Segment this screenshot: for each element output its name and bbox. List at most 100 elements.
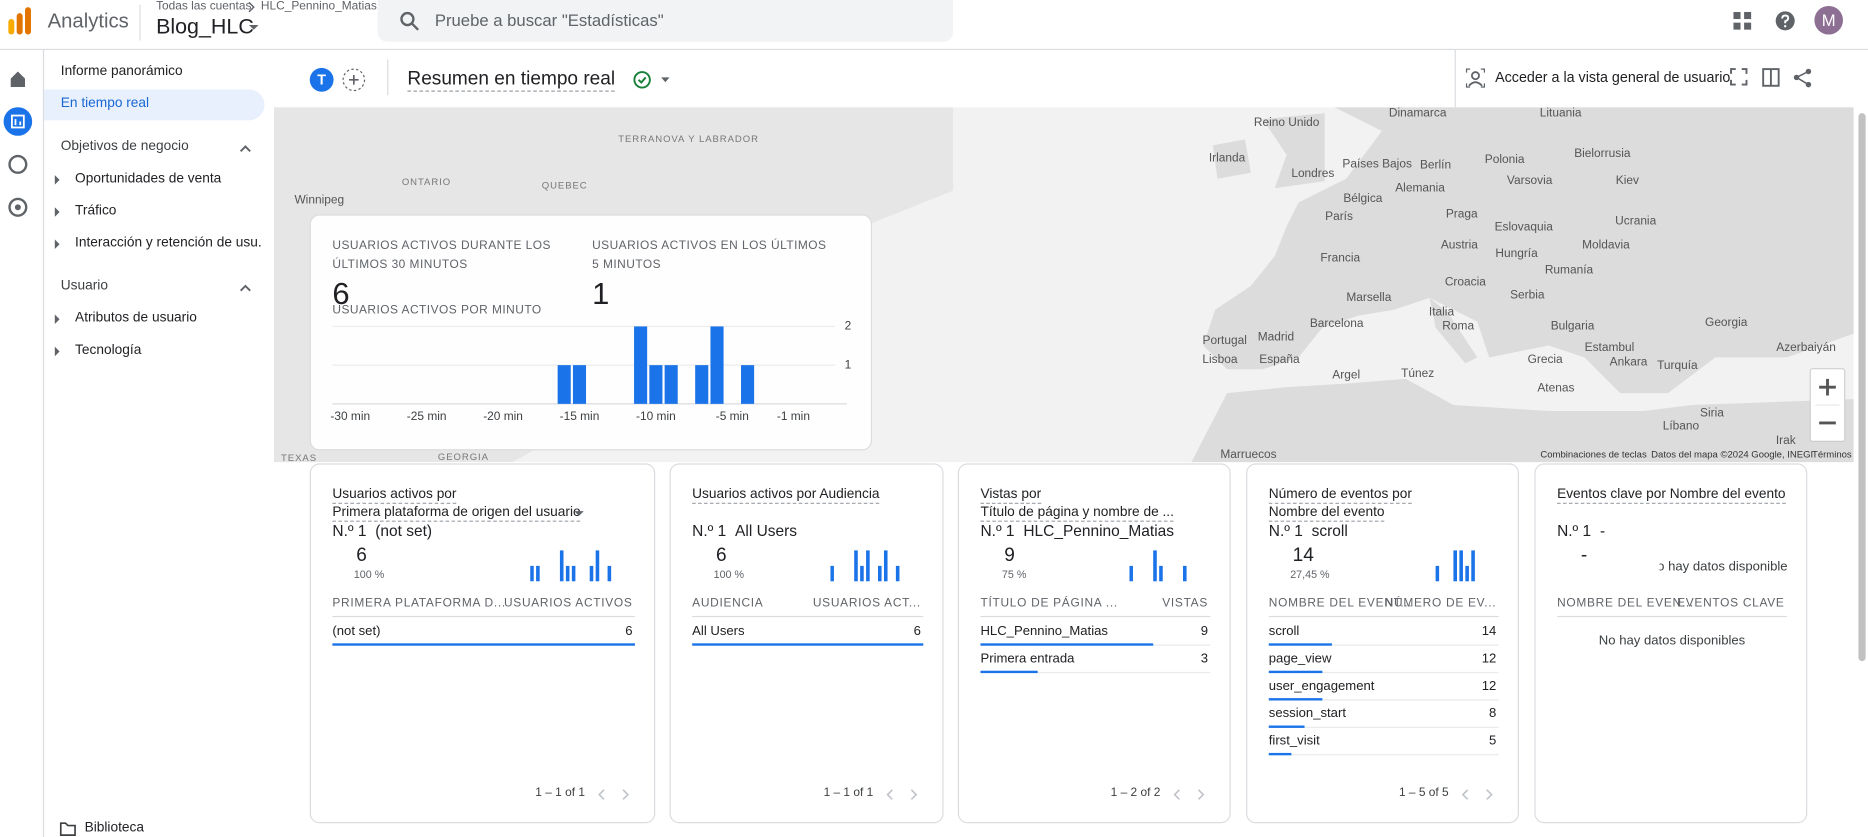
toolbar-actions[interactable] xyxy=(1730,68,1816,88)
dimension-caret[interactable] xyxy=(574,510,584,517)
row-label[interactable]: All Users xyxy=(692,624,745,639)
map-label: Bulgaria xyxy=(1551,319,1595,333)
spark-bar xyxy=(1182,565,1187,582)
divider xyxy=(139,4,141,41)
metric-card: Usuarios activos por Primera plataforma d… xyxy=(309,463,656,824)
apps-icon[interactable] xyxy=(1733,11,1752,30)
triangle xyxy=(54,314,60,325)
search-box[interactable] xyxy=(377,0,954,42)
sparkline xyxy=(830,550,900,582)
map-label: Roma xyxy=(1442,319,1474,333)
help-icon[interactable] xyxy=(1775,11,1795,31)
collapse-toggle[interactable] xyxy=(239,284,251,294)
map-label: Países Bajos xyxy=(1342,157,1412,171)
row-label[interactable]: page_view xyxy=(1268,651,1332,666)
map-attribution: Términos xyxy=(1812,450,1852,461)
row-label[interactable]: HLC_Pennino_Matias xyxy=(980,624,1108,639)
top-item: HLC_Pennino_Matias xyxy=(1023,521,1175,540)
column-header: PRIMERA PLATAFORMA D... xyxy=(332,596,506,610)
x-tick-label: -10 min xyxy=(636,409,676,423)
card-title[interactable]: Número de eventos por xyxy=(1268,487,1412,504)
zoom-controls[interactable] xyxy=(1809,368,1846,442)
bar xyxy=(664,365,678,404)
map-label: Reino Unido xyxy=(1254,115,1320,129)
map-label: Marsella xyxy=(1346,290,1391,304)
metric-value: 1 xyxy=(592,275,610,311)
section-title[interactable]: Objetivos de negocio xyxy=(60,139,189,154)
account-name[interactable]: HLC_Pennino_Matias xyxy=(260,0,377,14)
row-label[interactable]: Primera entrada xyxy=(980,651,1075,666)
row-value: 6 xyxy=(625,624,633,639)
card-title[interactable]: Vistas por xyxy=(980,487,1042,504)
metric-label: USUARIOS ACTIVOS EN LOS ÚLTIMOS 5 MINUTO… xyxy=(592,239,827,272)
row-value: 14 xyxy=(1481,624,1497,639)
home-icon[interactable] xyxy=(10,71,26,87)
explore-icon[interactable] xyxy=(8,154,28,174)
card-title[interactable]: Primera plataforma de origen del usuario xyxy=(332,505,581,522)
nav-item[interactable]: Oportunidades de venta xyxy=(75,171,222,186)
spark-bar xyxy=(1459,550,1463,582)
nav-item[interactable]: Interacción y retención de usu... xyxy=(75,235,261,251)
advertising-icon[interactable] xyxy=(8,197,28,217)
reports-icon[interactable] xyxy=(3,107,33,136)
row-label[interactable]: first_visit xyxy=(1268,733,1320,749)
map-label: Austria xyxy=(1441,238,1478,252)
map-label: Rumanía xyxy=(1545,263,1594,277)
nav-item[interactable]: Tecnología xyxy=(75,343,142,358)
product-name[interactable]: Analytics xyxy=(47,9,129,33)
status-icon[interactable] xyxy=(631,69,676,90)
section-title[interactable]: Usuario xyxy=(60,278,108,294)
row-label[interactable]: session_start xyxy=(1268,706,1346,721)
nav-item[interactable]: Informe panorámico xyxy=(60,64,183,79)
comparison-avatar[interactable] xyxy=(309,67,334,92)
nav-item[interactable]: En tiempo real xyxy=(60,96,150,111)
pager[interactable] xyxy=(597,789,633,801)
add-comparison[interactable] xyxy=(342,68,366,92)
expand-icon xyxy=(54,314,60,325)
map-label: Winnipeg xyxy=(294,192,344,206)
card-title[interactable]: Título de página y nombre de ... xyxy=(980,505,1174,522)
map-label: Polonia xyxy=(1485,152,1525,166)
scrollbar[interactable] xyxy=(1858,113,1866,662)
pager[interactable] xyxy=(1172,789,1208,801)
map-label: Londres xyxy=(1291,166,1334,180)
pager[interactable] xyxy=(1461,789,1497,801)
bar xyxy=(572,365,587,404)
nav-item[interactable]: Atributos de usuario xyxy=(75,310,197,326)
spark-bar xyxy=(1471,550,1475,582)
column-header: NOMBRE DEL EVENT... xyxy=(1268,596,1413,610)
card-title[interactable]: Usuarios activos por xyxy=(332,487,457,504)
avatar[interactable] xyxy=(1814,5,1843,35)
pager[interactable] xyxy=(885,789,921,801)
spark-bar xyxy=(830,565,834,582)
map-label: Hungría xyxy=(1495,246,1538,260)
card-title[interactable]: Usuarios activos por Audiencia xyxy=(692,487,880,504)
comparison-letter: T xyxy=(317,71,327,89)
search-placeholder[interactable]: Pruebe a buscar "Estadísticas" xyxy=(434,10,664,30)
card-title[interactable]: Nombre del evento xyxy=(1268,505,1385,522)
row-rule xyxy=(1268,699,1499,701)
user-overview-link[interactable]: Acceder a la vista general de usuario xyxy=(1495,69,1731,86)
map-label: Barcelona xyxy=(1310,316,1364,330)
breadcrumb[interactable]: Todas las cuentas xyxy=(156,0,252,14)
next xyxy=(622,789,629,800)
property-name[interactable]: Blog_HLC xyxy=(156,14,254,39)
next xyxy=(1486,789,1493,800)
map-label: Praga xyxy=(1446,207,1478,221)
report-title: Resumen en tiempo real xyxy=(407,68,616,92)
top-share: 100 % xyxy=(353,568,385,581)
card-title[interactable]: Eventos clave por Nombre del evento xyxy=(1557,487,1786,504)
library-link[interactable]: Biblioteca xyxy=(84,820,145,836)
chart-title: USUARIOS ACTIVOS POR MINUTO xyxy=(332,303,542,317)
row-label[interactable]: scroll xyxy=(1268,624,1300,639)
row-value: 6 xyxy=(913,624,921,639)
row-label[interactable]: (not set) xyxy=(332,624,381,639)
column-header: NOMBRE DEL EVEN... xyxy=(1557,596,1694,610)
spark-bar xyxy=(1159,565,1163,582)
collapse-toggle[interactable] xyxy=(239,144,251,154)
bar xyxy=(741,365,755,404)
user-overview-icon[interactable] xyxy=(1465,68,1485,88)
nav-item[interactable]: Tráfico xyxy=(75,203,117,219)
expand-icon xyxy=(54,239,60,249)
row-label[interactable]: user_engagement xyxy=(1268,679,1375,694)
